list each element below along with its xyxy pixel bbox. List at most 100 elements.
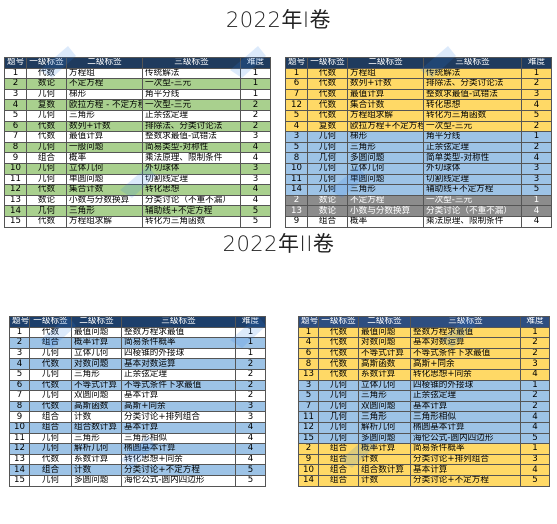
table-cell: 切割线定理 [142, 173, 241, 186]
table-cell: 三角形 [358, 411, 411, 423]
table-cell: 3 [240, 173, 271, 186]
table-cell: 组合数计算 [71, 421, 122, 434]
table-cell: 5 [285, 109, 308, 122]
exam-title-ii: 2022年II卷 [222, 232, 335, 256]
table-cell: 三角形 [71, 432, 122, 445]
table-cell: 1 [520, 443, 550, 455]
table-cell: 单圆问题 [66, 173, 143, 186]
table-cell: 分类讨论+排列组合 [410, 453, 521, 466]
table-cell: 1 [240, 88, 271, 101]
table-cell: 15 [4, 215, 27, 228]
table-cell: 分类讨论（不重不漏） [142, 194, 241, 207]
table-cell: 单圆问题 [347, 173, 424, 186]
table-cell: 正余弦定理 [142, 109, 241, 122]
table-cell: 9 [298, 453, 319, 466]
table-cell: 14 [298, 474, 319, 487]
table-cell: 不等式条件下求最值 [410, 347, 521, 360]
table-cell: 几何 [29, 432, 72, 445]
table-cell: 1 [521, 194, 552, 207]
table-cell: 基本计算 [121, 390, 236, 402]
table-cell: 正余弦定理 [121, 368, 236, 381]
table-cell: 14 [285, 184, 308, 196]
table-row: 15 几何 多圆问题 海伦公式-圆内四边形 5 [298, 432, 550, 445]
table-cell: 3 [235, 411, 266, 423]
table-cell: 2 [235, 368, 266, 381]
table-row: 10 几何 立体几何 外切球体 3 [4, 162, 271, 175]
table-row: 5 几何 三角形 正余弦定理 2 [9, 368, 266, 381]
table-cell: 2 [240, 99, 271, 111]
table-cell: 方程组求解 [347, 109, 424, 122]
header-row: 题号 一级标签 二级标签 三级标签 难度 [298, 316, 550, 328]
table-cell: 4 [9, 358, 30, 370]
table-row: 15 几何 多圆问题 海伦公式-圆内四边形 5 [9, 474, 266, 487]
table-row: 12 代数 集合计数 转化思想 4 [4, 184, 271, 196]
table-cell: 8 [285, 152, 308, 164]
table-row: 11 几何 单圆问题 切割线定理 3 [4, 173, 271, 186]
table-cell: 代数 [318, 347, 359, 360]
table-cell: 代数 [26, 215, 67, 228]
column-header: 题号 [9, 316, 30, 328]
table-cell: 5 [298, 390, 319, 402]
table-cell: 11 [4, 173, 27, 186]
column-header: 题号 [285, 57, 308, 69]
table-cell: 5 [235, 464, 266, 476]
table-row: 11 几何 三角形 三角形相似 4 [9, 432, 266, 445]
table-cell: 转化思想+同余 [410, 368, 521, 381]
table-cell: 椭圆基本计算 [121, 443, 236, 455]
table-cell: 乘法原理、限制条件 [423, 215, 522, 228]
table-cell: 9 [9, 411, 30, 423]
table-cell: 高斯函数 [358, 358, 411, 370]
table-row: 13 代数 系数计算 转化思想+同余 4 [298, 368, 550, 381]
table-cell: 代数 [26, 131, 67, 143]
table-cell: 几何 [307, 162, 348, 175]
table-cell: 1 [235, 337, 266, 349]
table-cell: 2 [240, 120, 271, 133]
table-cell: 几何 [318, 432, 359, 445]
table-cell: 14 [9, 464, 30, 476]
table-cell: 10 [298, 464, 319, 476]
table-row: 1 代数 最值问题 整数方程求最值 1 [9, 326, 266, 339]
table-cell: 转化思想+同余 [121, 453, 236, 466]
table-row: 1 代数 方程组 传统解法 1 [285, 67, 552, 80]
table-cell: 组合 [26, 152, 67, 164]
table-cell: 高斯+同余 [410, 358, 521, 370]
table-row: 9 组合 概率 乘法原理、限制条件 4 [4, 152, 271, 164]
table-cell: 13 [9, 453, 30, 466]
table-cell: 代数 [26, 120, 67, 133]
table-cell: 解析几何 [71, 443, 122, 455]
header-row: 题号 一级标签 二级标签 三级标签 难度 [4, 57, 271, 69]
table-row: 7 代数 最值计算 整数求最值-试错法 3 [4, 131, 271, 143]
column-header: 三级标签 [142, 57, 241, 69]
table-cell: 复数 [307, 120, 348, 133]
table-cell: 转化为三角函数 [423, 109, 522, 122]
table-cell: 小数与分数换算 [66, 194, 143, 207]
table-cell: 辅助线+不定方程 [423, 184, 522, 196]
table-row: 4 代数 对数问题 基本对数运算 2 [9, 358, 266, 370]
table-cell: 2 [521, 141, 552, 154]
table-cell: 基本对数运算 [121, 358, 236, 370]
table-cell: 11 [285, 173, 308, 186]
exam2-left-table: 题号 一级标签 二级标签 三级标签 难度 1 代数 最值问题 整数方程求最值 1 2 组合 概率计算 简易… [9, 316, 266, 487]
table-cell: 几何 [29, 474, 72, 487]
table-cell: 8 [9, 400, 30, 413]
table-cell: 5 [520, 432, 550, 445]
table-cell: 四棱锥的外接球 [121, 347, 236, 360]
table-cell: 一次型-三元 [142, 99, 241, 111]
table-cell: 对数问题 [358, 337, 411, 349]
table-row: 3 几何 梯形 角平分线 1 [4, 88, 271, 101]
table-cell: 几何 [29, 368, 72, 381]
table-cell: 计数 [71, 464, 122, 476]
table-cell: 欧拉方程+不定方程 [347, 120, 424, 133]
table-cell: 几何 [26, 109, 67, 122]
header-row: 题号 一级标签 二级标签 三级标签 难度 [285, 57, 552, 69]
column-header: 一级标签 [29, 316, 72, 328]
table-cell: 代数 [318, 326, 359, 339]
table-cell: 小数与分数换算 [347, 205, 424, 217]
table-cell: 最值问题 [71, 326, 122, 339]
table-cell: 基本计算 [410, 400, 521, 413]
table-cell: 6 [9, 379, 30, 392]
table-cell: 3 [240, 131, 271, 143]
table-cell: 6 [285, 78, 308, 90]
table-cell: 正余弦定理 [423, 141, 522, 154]
table-cell: 代数 [26, 67, 67, 80]
